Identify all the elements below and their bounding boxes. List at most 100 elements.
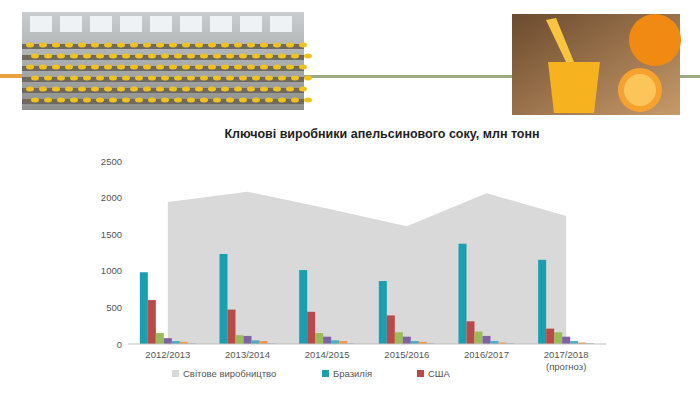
bar [244, 336, 252, 344]
bar [148, 300, 156, 344]
orange-dot [304, 54, 312, 59]
orange-dot [117, 87, 125, 92]
orange-dot [78, 87, 86, 92]
bar [546, 329, 554, 344]
orange-dot [44, 76, 52, 81]
orange-dot [174, 98, 182, 103]
orange-dot [26, 65, 34, 70]
orange-dot [44, 54, 52, 59]
orange-dot [213, 98, 221, 103]
orange-dot [148, 98, 156, 103]
bar [156, 333, 164, 344]
bar [220, 254, 228, 344]
orange-dot [169, 65, 177, 70]
orange-dot [226, 54, 234, 59]
orange-dot [117, 43, 125, 48]
orange-dot [39, 65, 47, 70]
window [30, 16, 52, 32]
factory-photo [22, 12, 312, 110]
legend-swatch [172, 370, 179, 377]
orange-dot [130, 43, 138, 48]
orange-dot [39, 87, 47, 92]
legend-label: Бразилія [333, 368, 372, 379]
orange-dot [52, 43, 60, 48]
orange-dot [156, 65, 164, 70]
window [90, 16, 112, 32]
orange-dot [234, 87, 242, 92]
orange-dot [252, 76, 260, 81]
orange-dot [213, 54, 221, 59]
orange-dot [299, 65, 307, 70]
x-tick-line: 2014/2015 [305, 349, 350, 360]
orange-dot [278, 54, 286, 59]
orange-dot [65, 43, 73, 48]
orange-dot [265, 98, 273, 103]
photo-bg [22, 12, 304, 110]
orange-dot [182, 65, 190, 70]
pour [546, 18, 574, 62]
orange-dot [161, 54, 169, 59]
orange-dot [195, 65, 203, 70]
bar [562, 337, 570, 344]
juice-photo [512, 14, 681, 115]
orange-dot [65, 87, 73, 92]
orange-dot [156, 87, 164, 92]
bar [331, 340, 339, 344]
orange-dot [234, 65, 242, 70]
bar [467, 321, 475, 344]
orange-dot [291, 98, 299, 103]
legend: Світове виробництвоБразиліяСША [172, 368, 451, 379]
orange-dot [221, 65, 229, 70]
window [240, 16, 262, 32]
orange-dot [239, 98, 247, 103]
orange-dot [208, 43, 216, 48]
photo-bg [512, 14, 680, 115]
plot-marks [140, 192, 594, 344]
orange-dot [44, 98, 52, 103]
orange-dot [70, 98, 78, 103]
orange-dot [148, 76, 156, 81]
y-tick [124, 197, 128, 198]
x-tick-label: 2015/2016 [384, 349, 429, 360]
bar [538, 260, 546, 344]
orange-dot [83, 54, 91, 59]
chart-title: Ключові виробники апельсинового соку, мл… [224, 127, 539, 141]
bar [395, 332, 403, 344]
page: Ключові виробники апельсинового соку, мл… [0, 0, 700, 394]
orange-dot [65, 65, 73, 70]
bar [475, 332, 483, 344]
y-tick [124, 307, 128, 308]
x-tick-line: 2015/2016 [384, 349, 429, 360]
orange-dot [286, 65, 294, 70]
orange-dot [57, 98, 65, 103]
orange-dot [91, 43, 99, 48]
y-tick-label: 2500 [101, 156, 122, 167]
orange-dot [247, 65, 255, 70]
orange-dot [161, 76, 169, 81]
orange-dot [252, 54, 260, 59]
orange-dot [286, 87, 294, 92]
bar [307, 312, 315, 344]
orange-dot [299, 43, 307, 48]
bar [252, 340, 260, 344]
x-tick-line: (прогноз) [546, 361, 586, 372]
orange-dot [109, 98, 117, 103]
orange-dot [143, 43, 151, 48]
bar [140, 272, 148, 344]
y-tick-label: 0 [117, 339, 122, 350]
orange-dot [96, 98, 104, 103]
legend-swatch [322, 370, 329, 377]
bar [315, 333, 323, 344]
orange-dot [273, 43, 281, 48]
orange-dot [78, 65, 86, 70]
orange-dot [91, 87, 99, 92]
x-tick-label: 2012/2013 [145, 349, 190, 360]
orange-dot [174, 54, 182, 59]
orange-dot [182, 87, 190, 92]
orange-dot [135, 54, 143, 59]
orange-dot [135, 98, 143, 103]
orange-dot [57, 76, 65, 81]
orange-dot [304, 76, 312, 81]
window [60, 16, 82, 32]
orange-dot [148, 54, 156, 59]
